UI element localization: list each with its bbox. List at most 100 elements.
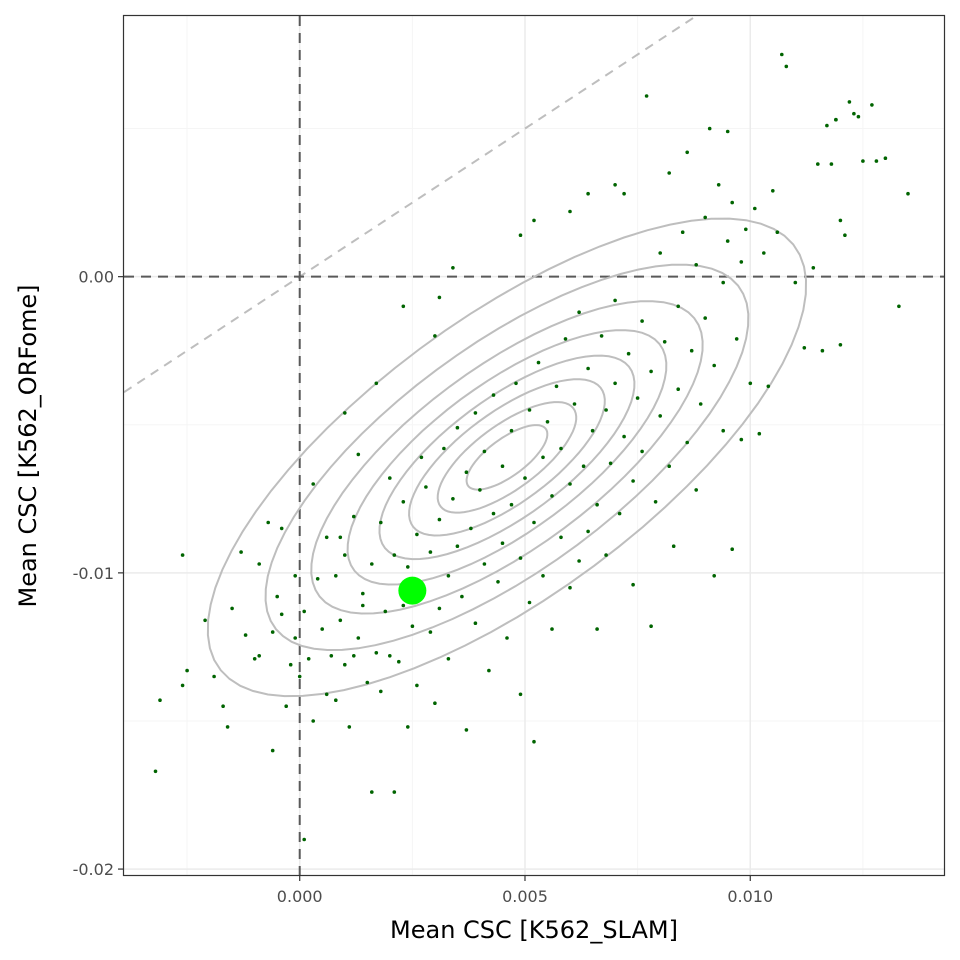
data-point xyxy=(581,464,586,469)
data-point xyxy=(757,431,762,436)
data-point xyxy=(212,674,216,679)
data-point xyxy=(586,529,590,534)
data-point xyxy=(771,189,775,193)
data-point xyxy=(257,562,262,566)
data-point xyxy=(487,668,491,673)
data-point xyxy=(784,64,789,69)
data-point xyxy=(698,402,703,406)
data-point xyxy=(257,654,262,658)
data-point xyxy=(428,630,433,634)
data-point xyxy=(270,748,275,753)
data-point xyxy=(766,384,771,389)
data-point xyxy=(293,574,298,578)
data-point xyxy=(279,612,284,617)
data-point xyxy=(829,162,834,166)
data-point xyxy=(834,117,838,122)
data-point xyxy=(590,428,595,433)
data-point xyxy=(329,654,334,658)
data-point xyxy=(838,218,843,223)
data-point xyxy=(491,393,496,397)
data-point xyxy=(694,263,698,267)
data-point xyxy=(505,636,509,640)
data-point xyxy=(437,295,442,300)
data-point xyxy=(275,594,280,599)
data-point xyxy=(365,680,370,685)
data-point xyxy=(554,384,559,389)
data-point xyxy=(266,520,271,525)
data-point xyxy=(442,446,446,451)
data-point xyxy=(406,725,410,729)
data-point xyxy=(415,683,419,688)
data-point xyxy=(739,437,744,442)
contour-line xyxy=(378,354,636,561)
y-axis-title: Mean CSC [K562_ORFome] xyxy=(14,284,42,607)
data-point xyxy=(437,517,442,522)
data-point xyxy=(604,408,608,412)
data-point xyxy=(595,627,599,631)
data-point xyxy=(482,449,487,454)
data-point xyxy=(243,633,248,637)
data-point xyxy=(270,630,275,634)
data-point xyxy=(518,692,523,697)
data-point xyxy=(825,123,829,128)
data-point xyxy=(225,725,230,729)
data-point xyxy=(464,728,469,732)
highlight-point xyxy=(398,576,427,605)
data-point xyxy=(843,233,847,237)
data-point xyxy=(433,334,437,338)
data-point xyxy=(356,636,361,640)
data-point xyxy=(906,191,910,196)
x-tick-label: 0.000 xyxy=(277,887,323,906)
data-point xyxy=(613,183,617,187)
data-point xyxy=(658,251,662,255)
data-point xyxy=(550,627,554,631)
data-point xyxy=(739,260,744,264)
data-point xyxy=(297,674,302,679)
y-tick-label: -0.01 xyxy=(73,564,114,583)
data-point xyxy=(230,606,234,611)
data-point xyxy=(473,621,478,625)
data-point xyxy=(383,609,388,614)
data-point xyxy=(649,624,653,628)
contour-line xyxy=(408,378,606,537)
data-point xyxy=(343,411,347,415)
contour-line xyxy=(310,300,704,615)
data-point xyxy=(725,129,730,134)
data-point xyxy=(604,553,608,557)
data-point xyxy=(626,351,631,356)
data-point xyxy=(568,209,572,214)
data-point xyxy=(428,550,433,554)
data-point xyxy=(820,348,825,353)
data-points xyxy=(153,52,910,842)
data-point xyxy=(608,461,613,466)
data-point xyxy=(852,111,856,116)
y-tick-label: -0.02 xyxy=(73,860,114,879)
data-point xyxy=(361,591,365,596)
data-point xyxy=(370,562,374,566)
data-point xyxy=(239,550,243,554)
data-point xyxy=(653,500,658,504)
data-point xyxy=(541,574,545,578)
data-point xyxy=(388,476,392,480)
data-point xyxy=(527,408,532,412)
data-point xyxy=(662,340,667,344)
data-point xyxy=(302,837,307,842)
data-point xyxy=(744,227,748,232)
data-point xyxy=(153,769,158,774)
data-point xyxy=(532,218,536,223)
data-point xyxy=(861,159,865,163)
data-point xyxy=(707,126,712,131)
data-point xyxy=(586,191,590,196)
data-point xyxy=(874,159,879,163)
data-point xyxy=(338,618,343,623)
data-point xyxy=(446,574,451,578)
data-point xyxy=(455,425,460,430)
data-point xyxy=(527,600,532,605)
data-point xyxy=(617,511,622,516)
data-point xyxy=(379,520,383,525)
data-point xyxy=(667,464,671,469)
data-point xyxy=(640,319,644,323)
data-point xyxy=(685,440,689,445)
data-point xyxy=(847,100,852,104)
